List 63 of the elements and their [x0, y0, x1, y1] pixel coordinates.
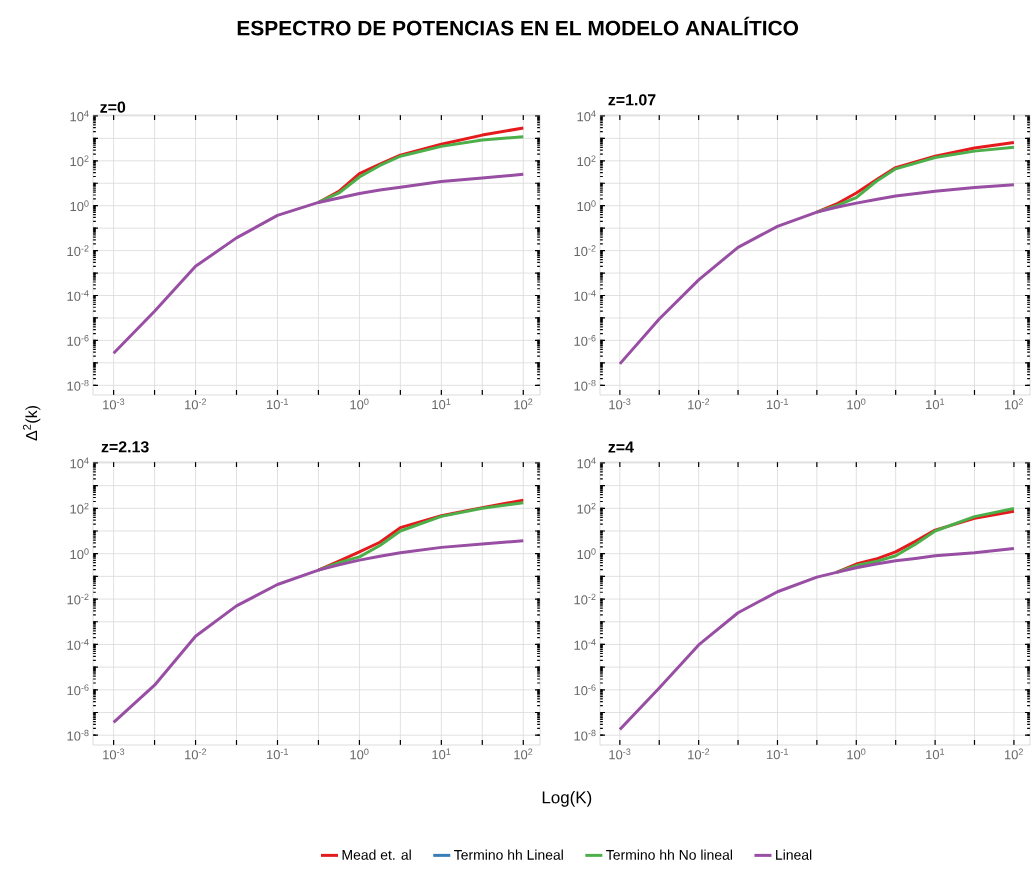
y-tick-label: 10$^{-4}$ — [574, 639, 596, 650]
x-tick-label: 10$^{2}$ — [1004, 398, 1023, 410]
x-tick-label: 10$^{1}$ — [926, 398, 945, 410]
y-tick-label: 10$^{2}$ — [70, 502, 89, 514]
y-axis-title: Δ$^{2}$(k) — [22, 406, 41, 441]
x-tick-label: 10$^{0}$ — [350, 748, 369, 760]
x-tick-label: 10$^{2}$ — [514, 748, 533, 760]
x-tick-label: 10$^{1}$ — [432, 748, 451, 760]
y-tick-label: 10$^{-8}$ — [574, 729, 596, 741]
x-tick-label: 10$^{-2}$ — [688, 748, 710, 760]
x-tick-label: 10$^{2}$ — [1004, 748, 1023, 760]
x-tick-label: 10$^{0}$ — [847, 748, 866, 760]
y-tick-label: 10$^{-8}$ — [574, 379, 596, 391]
y-tick-label: 10$^{-2}$ — [67, 593, 89, 605]
y-tick-label: 10$^{-2}$ — [574, 245, 596, 257]
y-tick-label: 10$^{4}$ — [577, 110, 596, 122]
chart-title: z=1.07 — [608, 94, 656, 106]
x-tick-label: 10$^{-1}$ — [766, 748, 789, 760]
legend-label: Termino hh Lineal — [454, 849, 563, 860]
legend-label: Lineal — [776, 849, 812, 860]
y-tick-label: 10$^{-8}$ — [67, 729, 89, 741]
x-tick-label: 10$^{-2}$ — [185, 748, 207, 760]
y-tick-label: 10$^{2}$ — [70, 155, 89, 167]
y-tick-label: 10$^{-2}$ — [67, 245, 89, 257]
x-tick-label: 10$^{2}$ — [514, 398, 533, 410]
x-tick-label: 10$^{-3}$ — [103, 748, 125, 760]
y-tick-label: 10$^{-6}$ — [67, 684, 89, 696]
y-tick-label: 10$^{-6}$ — [67, 335, 89, 346]
y-tick-label: 10$^{0}$ — [577, 200, 596, 212]
x-tick-label: 10$^{-1}$ — [266, 398, 289, 410]
x-tick-label: 10$^{0}$ — [350, 398, 369, 410]
x-tick-label: 10$^{-2}$ — [688, 398, 710, 410]
x-tick-label: 10$^{-3}$ — [103, 398, 125, 410]
legend-label: Mead et. al — [342, 849, 411, 860]
chart-title: z=4 — [608, 441, 634, 453]
x-tick-label: 10$^{1}$ — [432, 398, 451, 410]
chart-subtitle: z=0 — [100, 101, 126, 113]
y-tick-label: 10$^{-4}$ — [574, 290, 596, 301]
y-tick-label: 10$^{2}$ — [577, 502, 596, 514]
y-tick-label: 10$^{0}$ — [70, 548, 89, 560]
y-tick-label: 10$^{-8}$ — [67, 379, 89, 391]
y-tick-label: 10$^{2}$ — [577, 155, 596, 167]
x-tick-label: 10$^{-1}$ — [266, 748, 289, 760]
y-tick-label: 10$^{0}$ — [577, 548, 596, 560]
x-tick-label: 10$^{-3}$ — [609, 748, 631, 760]
y-tick-label: 10$^{-4}$ — [67, 639, 89, 650]
y-tick-label: 10$^{-6}$ — [574, 684, 596, 696]
y-tick-label: 10$^{-2}$ — [574, 593, 596, 605]
y-tick-label: 10$^{4}$ — [70, 457, 89, 469]
y-tick-label: 10$^{4}$ — [577, 457, 596, 469]
x-tick-label: 10$^{-1}$ — [766, 398, 789, 410]
chart-title: z=2.13 — [101, 441, 149, 453]
y-tick-label: 10$^{0}$ — [70, 200, 89, 212]
x-tick-label: 10$^{1}$ — [926, 748, 945, 760]
y-tick-label: 10$^{4}$ — [70, 110, 89, 122]
y-tick-label: 10$^{-4}$ — [67, 290, 89, 301]
x-tick-label: 10$^{-2}$ — [185, 398, 207, 410]
legend-label: Termino hh No lineal — [606, 849, 732, 860]
x-tick-label: 10$^{0}$ — [847, 398, 866, 410]
x-axis-title: Log(K) — [542, 790, 592, 807]
y-tick-label: 10$^{-6}$ — [574, 335, 596, 346]
chart-title: ESPECTRO DE POTENCIAS EN EL MODELO ANALÍTICO — [237, 16, 799, 36]
x-tick-label: 10$^{-3}$ — [609, 398, 631, 410]
